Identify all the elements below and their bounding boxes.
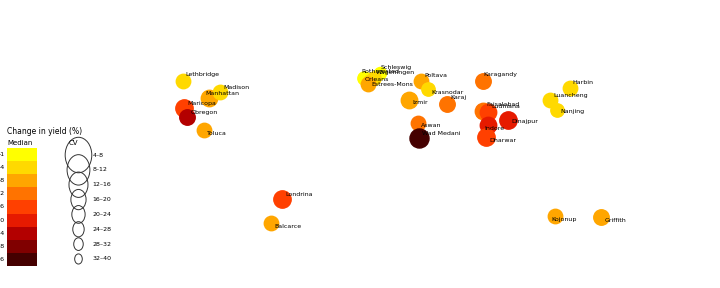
Text: Poltava: Poltava bbox=[424, 73, 447, 77]
Point bbox=[181, 115, 193, 120]
Text: Estrees-Mons: Estrees-Mons bbox=[372, 82, 413, 87]
Text: Faisalabad: Faisalabad bbox=[487, 102, 520, 107]
Point bbox=[480, 134, 492, 139]
Text: 16–20: 16–20 bbox=[93, 197, 112, 202]
Point bbox=[176, 79, 188, 84]
Text: Median: Median bbox=[7, 140, 32, 146]
Text: Karagandy: Karagandy bbox=[483, 72, 517, 77]
Point bbox=[482, 123, 493, 127]
Text: Nanjing: Nanjing bbox=[560, 109, 585, 114]
Bar bbox=[7, 253, 37, 266]
Point bbox=[403, 97, 415, 102]
Text: -8: -8 bbox=[0, 178, 5, 183]
Point bbox=[545, 98, 557, 103]
Text: Indore: Indore bbox=[485, 126, 505, 131]
Text: Dharwar: Dharwar bbox=[490, 138, 516, 143]
Bar bbox=[7, 147, 37, 161]
Text: Izmir: Izmir bbox=[412, 100, 428, 105]
Text: Wageningen: Wageningen bbox=[376, 71, 415, 75]
Point bbox=[203, 96, 215, 101]
Text: Obregon: Obregon bbox=[190, 110, 217, 115]
Point bbox=[179, 106, 190, 111]
Text: Wad Medani: Wad Medani bbox=[423, 131, 461, 136]
Point bbox=[215, 90, 226, 94]
Text: Lethbridge: Lethbridge bbox=[186, 72, 220, 77]
Text: Griffith: Griffith bbox=[604, 218, 626, 223]
Point bbox=[503, 118, 514, 122]
Bar bbox=[7, 174, 37, 187]
Bar bbox=[7, 161, 37, 174]
Text: -24: -24 bbox=[0, 231, 5, 236]
Text: -12: -12 bbox=[0, 191, 5, 196]
Point bbox=[413, 136, 425, 141]
Text: Schleswig: Schleswig bbox=[380, 65, 412, 70]
Point bbox=[422, 86, 433, 91]
Point bbox=[564, 85, 575, 90]
Text: -56: -56 bbox=[0, 257, 5, 262]
Point bbox=[549, 214, 560, 219]
Text: Dinajpur: Dinajpur bbox=[512, 120, 539, 124]
Text: Orleans: Orleans bbox=[365, 77, 390, 82]
Point bbox=[441, 101, 453, 106]
Bar bbox=[7, 187, 37, 200]
Point bbox=[276, 197, 288, 202]
Text: Manhattan: Manhattan bbox=[205, 91, 240, 96]
Text: Karaj: Karaj bbox=[451, 95, 467, 100]
Bar bbox=[7, 227, 37, 240]
Text: Aswan: Aswan bbox=[421, 124, 442, 128]
Text: -1: -1 bbox=[0, 152, 5, 157]
Text: CV: CV bbox=[69, 140, 78, 146]
Text: Change in yield (%): Change in yield (%) bbox=[7, 127, 82, 136]
Point bbox=[369, 75, 380, 80]
Point bbox=[198, 128, 210, 133]
Text: 32–40: 32–40 bbox=[93, 257, 112, 262]
Text: Rothamsted: Rothamsted bbox=[361, 69, 399, 74]
Text: -16: -16 bbox=[0, 204, 5, 209]
Point bbox=[265, 220, 276, 225]
Text: 20–24: 20–24 bbox=[93, 212, 112, 217]
Text: -28: -28 bbox=[0, 244, 5, 249]
Text: 24–28: 24–28 bbox=[93, 227, 112, 232]
Text: 12–16: 12–16 bbox=[93, 182, 112, 187]
Bar bbox=[7, 200, 37, 214]
Bar bbox=[7, 240, 37, 253]
Text: Kojonup: Kojonup bbox=[552, 217, 577, 222]
Text: 4–8: 4–8 bbox=[93, 153, 104, 158]
Text: -20: -20 bbox=[0, 218, 5, 223]
Text: Toluca: Toluca bbox=[207, 131, 227, 136]
Text: Luancheng: Luancheng bbox=[554, 93, 588, 98]
Point bbox=[374, 71, 386, 76]
Point bbox=[415, 79, 426, 84]
Point bbox=[552, 107, 563, 112]
Text: 28–32: 28–32 bbox=[93, 242, 112, 247]
Text: Maricopa: Maricopa bbox=[187, 101, 216, 106]
Point bbox=[362, 82, 374, 86]
Point bbox=[477, 79, 489, 83]
Text: Balcarce: Balcarce bbox=[274, 223, 301, 229]
Point bbox=[477, 109, 489, 113]
Point bbox=[595, 215, 607, 219]
Text: Krasnodar: Krasnodar bbox=[431, 90, 464, 95]
Text: Londrina: Londrina bbox=[285, 192, 313, 197]
Text: 8–12: 8–12 bbox=[93, 167, 107, 173]
Point bbox=[413, 120, 424, 125]
Bar bbox=[7, 214, 37, 227]
Text: Harbin: Harbin bbox=[573, 80, 594, 85]
Text: Ludhiana: Ludhiana bbox=[491, 105, 520, 109]
Point bbox=[482, 109, 493, 114]
Text: Madison: Madison bbox=[224, 85, 250, 90]
Text: -4: -4 bbox=[0, 165, 5, 170]
Point bbox=[364, 79, 376, 83]
Point bbox=[359, 75, 370, 80]
